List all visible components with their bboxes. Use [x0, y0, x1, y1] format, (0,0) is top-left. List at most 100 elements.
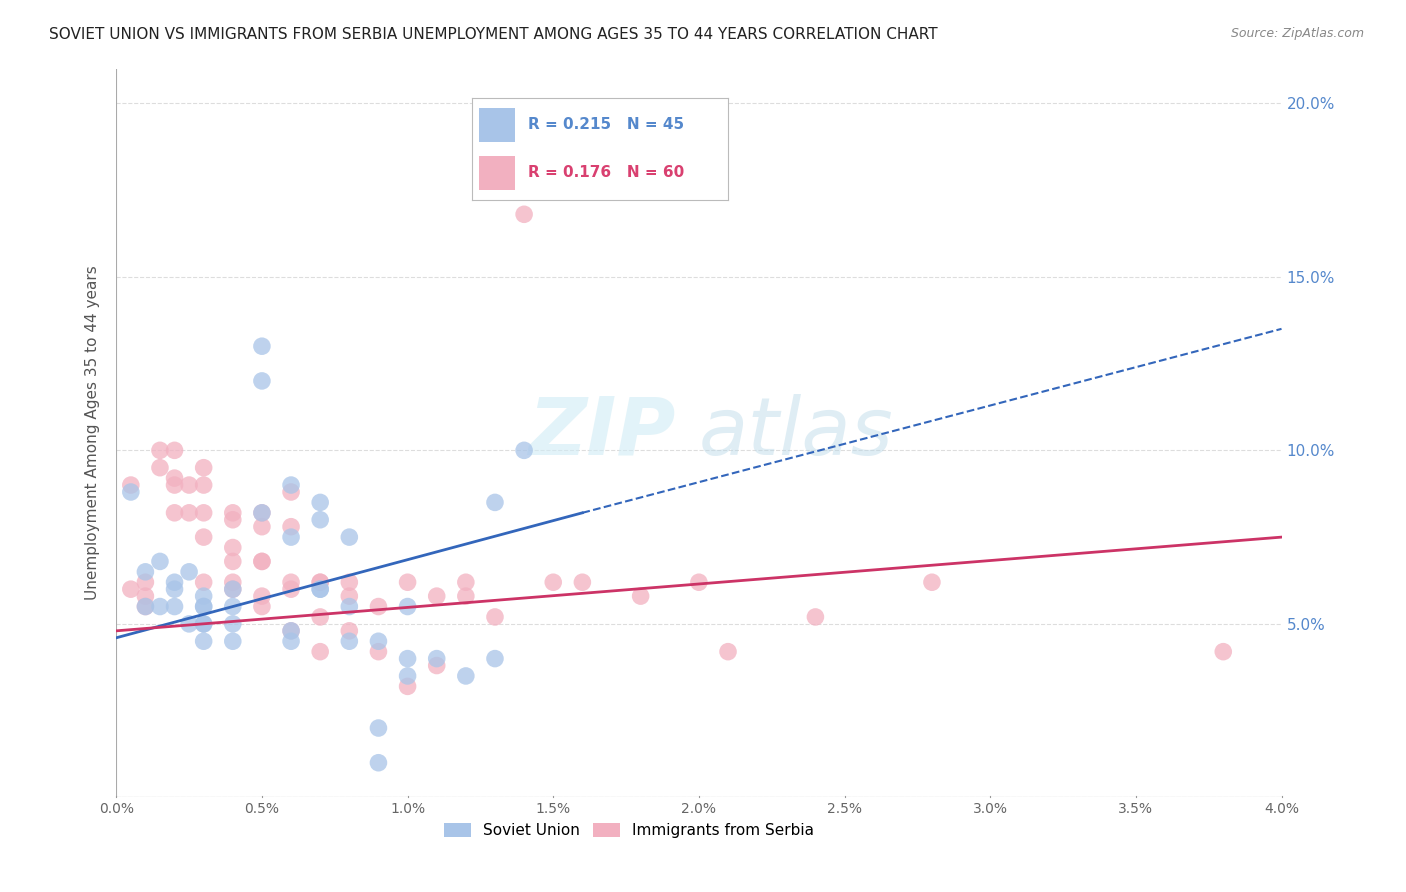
Point	[309, 645, 332, 659]
Point	[222, 513, 245, 527]
Point	[367, 721, 389, 735]
Point	[250, 506, 273, 520]
Point	[804, 610, 827, 624]
Point	[513, 207, 536, 221]
Point	[454, 589, 477, 603]
Point	[484, 495, 506, 509]
Point	[426, 658, 449, 673]
Point	[250, 554, 273, 568]
Point	[250, 339, 273, 353]
Point	[222, 634, 245, 648]
Point	[163, 471, 186, 485]
Point	[280, 624, 302, 638]
Point	[134, 575, 156, 590]
Point	[309, 495, 332, 509]
Point	[309, 575, 332, 590]
Point	[426, 651, 449, 665]
Point	[309, 582, 332, 597]
Point	[134, 565, 156, 579]
Point	[454, 575, 477, 590]
Point	[571, 575, 593, 590]
Point	[280, 575, 302, 590]
Point	[396, 679, 419, 693]
Point	[222, 506, 245, 520]
Legend: Soviet Union, Immigrants from Serbia: Soviet Union, Immigrants from Serbia	[437, 817, 820, 845]
Point	[193, 478, 215, 492]
Point	[280, 634, 302, 648]
Point	[163, 575, 186, 590]
Point	[120, 478, 142, 492]
Point	[250, 589, 273, 603]
Point	[280, 624, 302, 638]
Point	[222, 616, 245, 631]
Point	[250, 506, 273, 520]
Point	[163, 599, 186, 614]
Point	[222, 599, 245, 614]
Point	[177, 506, 200, 520]
Point	[337, 589, 360, 603]
Point	[177, 478, 200, 492]
Point	[337, 599, 360, 614]
Point	[1212, 645, 1234, 659]
Point	[396, 651, 419, 665]
Point	[484, 651, 506, 665]
Point	[250, 519, 273, 533]
Point	[250, 374, 273, 388]
Y-axis label: Unemployment Among Ages 35 to 44 years: Unemployment Among Ages 35 to 44 years	[86, 266, 100, 600]
Point	[541, 575, 564, 590]
Point	[193, 575, 215, 590]
Point	[193, 616, 215, 631]
Point	[120, 485, 142, 500]
Text: SOVIET UNION VS IMMIGRANTS FROM SERBIA UNEMPLOYMENT AMONG AGES 35 TO 44 YEARS CO: SOVIET UNION VS IMMIGRANTS FROM SERBIA U…	[49, 27, 938, 42]
Text: atlas: atlas	[699, 394, 894, 472]
Point	[337, 634, 360, 648]
Point	[280, 478, 302, 492]
Point	[134, 599, 156, 614]
Point	[309, 582, 332, 597]
Point	[149, 460, 172, 475]
Point	[222, 575, 245, 590]
Point	[367, 634, 389, 648]
Point	[337, 530, 360, 544]
Point	[280, 485, 302, 500]
Text: Source: ZipAtlas.com: Source: ZipAtlas.com	[1230, 27, 1364, 40]
Point	[193, 599, 215, 614]
Point	[222, 582, 245, 597]
Point	[280, 582, 302, 597]
Point	[163, 506, 186, 520]
Text: ZIP: ZIP	[529, 394, 676, 472]
Point	[250, 554, 273, 568]
Point	[134, 599, 156, 614]
Point	[163, 443, 186, 458]
Point	[134, 589, 156, 603]
Point	[193, 460, 215, 475]
Point	[688, 575, 710, 590]
Point	[396, 669, 419, 683]
Point	[193, 589, 215, 603]
Point	[337, 575, 360, 590]
Point	[367, 645, 389, 659]
Point	[426, 589, 449, 603]
Point	[280, 519, 302, 533]
Point	[367, 756, 389, 770]
Point	[337, 624, 360, 638]
Point	[149, 599, 172, 614]
Point	[630, 589, 652, 603]
Point	[177, 616, 200, 631]
Point	[921, 575, 943, 590]
Point	[193, 506, 215, 520]
Point	[120, 582, 142, 597]
Point	[193, 530, 215, 544]
Point	[717, 645, 740, 659]
Point	[367, 599, 389, 614]
Point	[484, 610, 506, 624]
Point	[250, 599, 273, 614]
Point	[222, 582, 245, 597]
Point	[309, 575, 332, 590]
Point	[149, 554, 172, 568]
Point	[193, 616, 215, 631]
Point	[396, 575, 419, 590]
Point	[309, 513, 332, 527]
Point	[149, 443, 172, 458]
Point	[193, 634, 215, 648]
